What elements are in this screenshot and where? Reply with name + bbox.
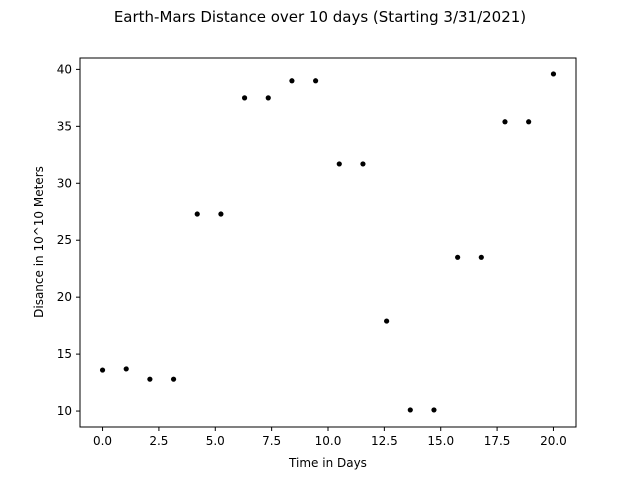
data-point <box>478 254 484 260</box>
x-tick-label: 10.0 <box>315 434 342 448</box>
plot-frame <box>79 57 577 428</box>
data-point <box>455 254 461 260</box>
data-point <box>526 119 532 125</box>
y-tick-label: 25 <box>57 233 72 247</box>
y-axis-ticks: 10 15 20 25 30 35 40 <box>57 62 80 418</box>
data-point <box>170 376 177 382</box>
data-point <box>123 366 129 372</box>
data-point <box>313 78 319 84</box>
x-tick-label: 5.0 <box>206 434 225 448</box>
data-point <box>550 71 557 77</box>
data-point <box>147 376 153 382</box>
data-point <box>384 318 390 324</box>
x-tick-label: 0.0 <box>93 434 112 448</box>
x-tick-label: 15.0 <box>427 434 454 448</box>
data-point <box>431 407 437 413</box>
x-axis-ticks: 0.0 2.5 5.0 7.5 10.0 12.5 15.0 17.5 20.0 <box>93 427 567 448</box>
y-tick-label: 35 <box>57 119 72 133</box>
data-point <box>502 119 508 125</box>
chart-title: Earth-Mars Distance over 10 days (Starti… <box>114 8 526 26</box>
data-points <box>99 71 557 413</box>
y-tick-label: 30 <box>57 176 72 190</box>
y-tick-label: 15 <box>57 347 72 361</box>
y-tick-label: 10 <box>57 404 72 418</box>
data-point <box>360 161 366 167</box>
x-tick-label: 20.0 <box>540 434 567 448</box>
x-tick-label: 12.5 <box>371 434 398 448</box>
plot-area <box>79 57 577 428</box>
data-point <box>265 95 271 101</box>
data-point <box>194 211 200 217</box>
x-tick-label: 17.5 <box>484 434 511 448</box>
x-axis-label: Time in Days <box>288 456 367 470</box>
x-tick-label: 2.5 <box>149 434 168 448</box>
data-point <box>289 78 295 84</box>
data-point <box>99 367 106 373</box>
data-point <box>218 211 224 217</box>
data-point <box>407 407 413 413</box>
data-point <box>241 95 248 101</box>
y-tick-label: 20 <box>57 290 72 304</box>
x-tick-label: 7.5 <box>262 434 281 448</box>
y-axis-label: Disance in 10^10 Meters <box>32 166 46 318</box>
y-tick-label: 40 <box>57 62 72 76</box>
data-point <box>336 161 342 167</box>
